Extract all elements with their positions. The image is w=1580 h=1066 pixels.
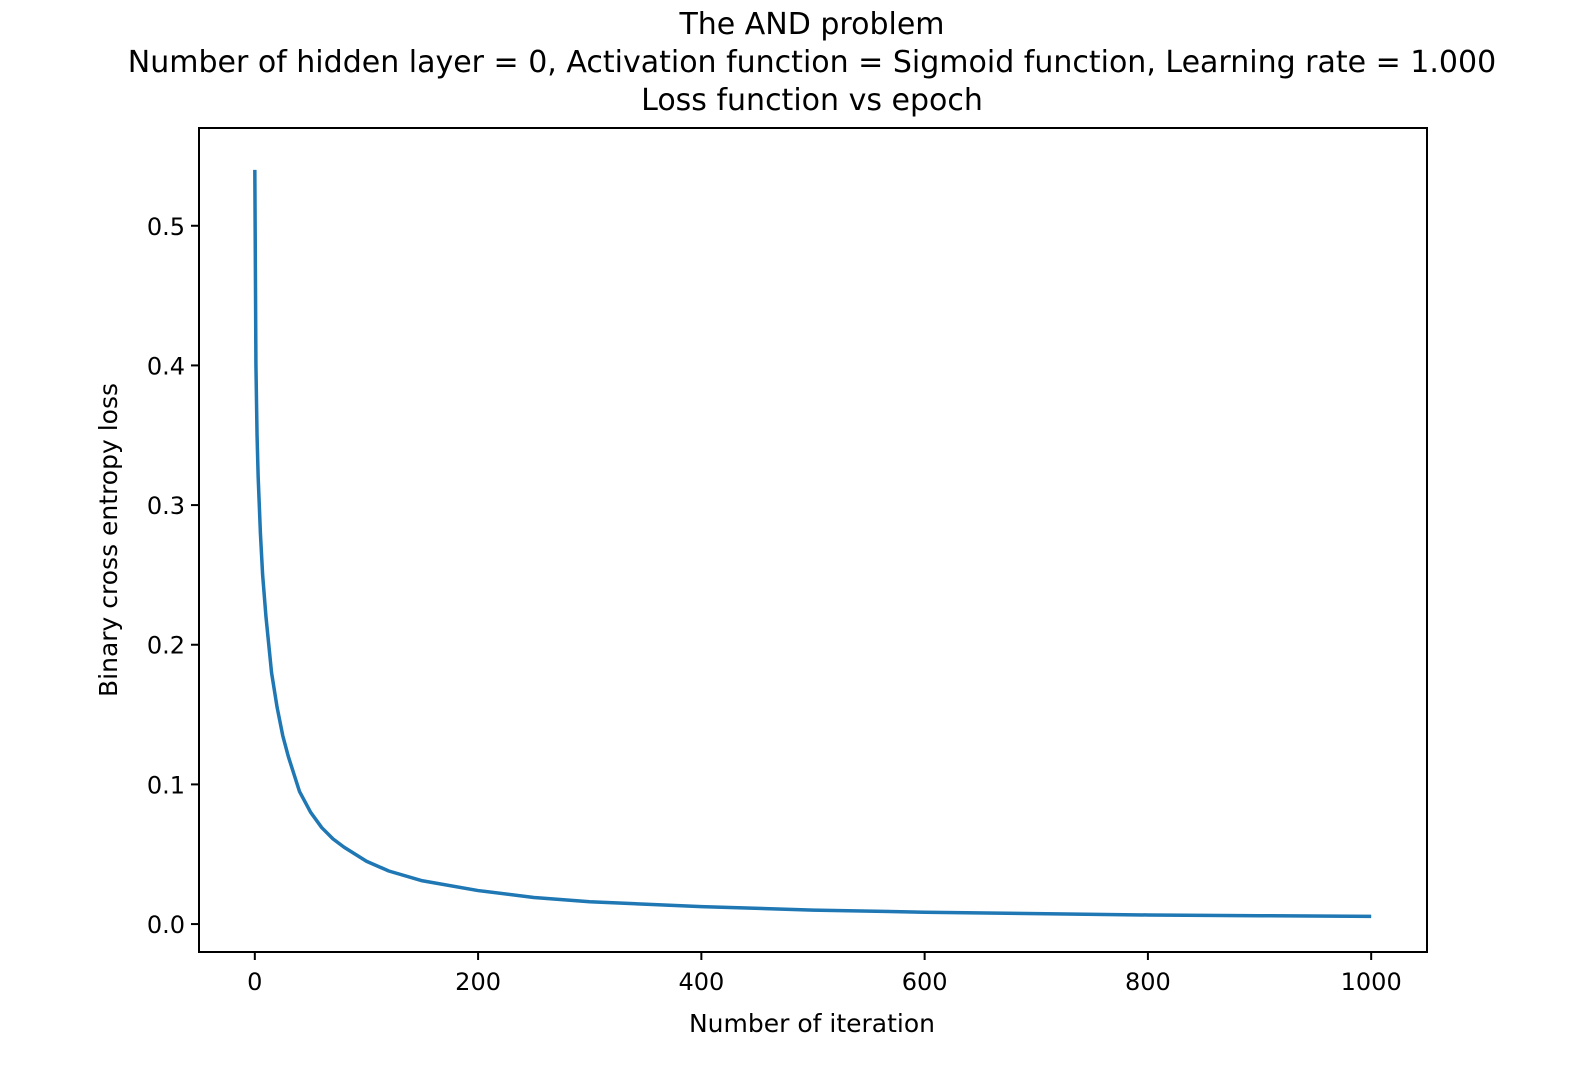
chart-title: The AND problem [678, 7, 944, 42]
y-axis-label: Binary cross entropy loss [94, 383, 123, 697]
x-tick-label: 200 [455, 968, 501, 996]
y-tick-label: 0.3 [147, 492, 185, 520]
loss-series-line [253, 169, 1372, 919]
x-tick-label: 600 [902, 968, 948, 996]
x-tick-label: 400 [678, 968, 724, 996]
y-tick-label: 0.5 [147, 213, 185, 241]
y-tick-label: 0.1 [147, 771, 185, 799]
y-tick-label: 0.4 [147, 352, 185, 380]
chart-title-group: The AND problem Number of hidden layer =… [128, 7, 1496, 118]
x-axis-label: Number of iteration [689, 1009, 935, 1038]
chart-subtitle-2: Loss function vs epoch [641, 83, 983, 118]
plot-area: 0 200 400 600 800 1000 0.0 0.1 0.2 0.3 0.4 0.5 [147, 127, 1428, 996]
x-tick-label: 1000 [1341, 968, 1402, 996]
y-tick-label: 0.2 [147, 632, 185, 660]
x-tick-label: 800 [1125, 968, 1171, 996]
chart-subtitle: Number of hidden layer = 0, Activation f… [128, 45, 1496, 80]
x-tick-label: 0 [247, 968, 262, 996]
y-tick-label: 0.0 [147, 911, 185, 939]
axes-frame [198, 127, 1428, 953]
